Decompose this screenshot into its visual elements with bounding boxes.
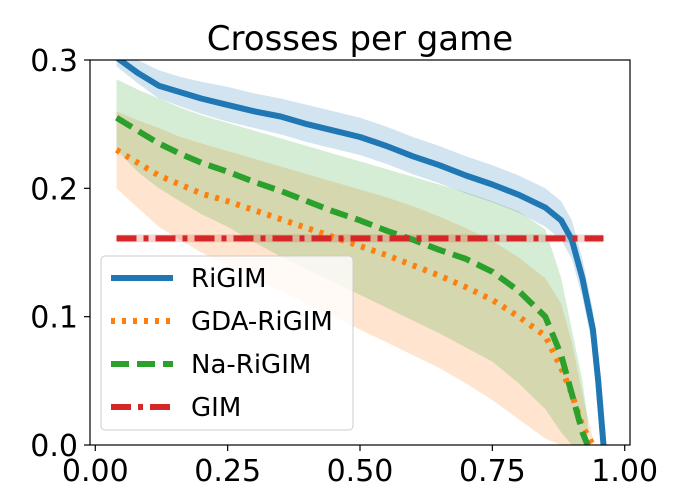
band-gda-rigim (116, 111, 593, 445)
legend-label-gim: GIM (191, 393, 241, 423)
series-line-gda-rigim (114, 147, 596, 445)
legend-label-na-rigim: Na-RiGIM (191, 350, 311, 380)
chart-title: Crosses per game (207, 19, 513, 59)
x-axis: 0.00 0.25 0.50 0.75 1.00 (62, 445, 658, 489)
x-tick-label: 0.00 (62, 454, 129, 489)
series-line-rigim (114, 60, 607, 445)
legend-label-gda-rigim: GDA-RiGIM (191, 307, 333, 337)
series-lines (114, 60, 607, 445)
legend-label-rigim: RiGIM (191, 264, 267, 294)
legend: RiGIM GDA-RiGIM Na-RiGIM GIM (100, 255, 354, 431)
x-tick-label: 0.25 (194, 454, 261, 489)
x-tick-label: 0.75 (459, 454, 526, 489)
y-axis: 0.0 0.1 0.2 0.3 (30, 44, 90, 464)
legend-box (100, 255, 354, 431)
y-tick-label: 0.3 (30, 44, 78, 79)
x-tick-label: 1.00 (591, 454, 658, 489)
y-tick-label: 0.2 (30, 172, 78, 207)
series-line-na-rigim (114, 115, 591, 445)
y-tick-label: 0.1 (30, 301, 78, 336)
x-tick-label: 0.50 (327, 454, 394, 489)
y-tick-label: 0.0 (30, 429, 78, 464)
